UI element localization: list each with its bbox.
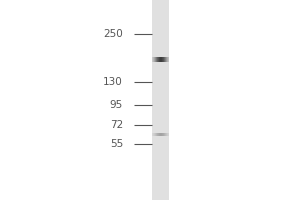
Bar [166,133,167,136]
Bar [162,57,163,62]
Bar [158,133,159,136]
Bar [156,57,157,62]
Bar [164,133,165,136]
Bar [162,133,163,136]
Bar [168,133,169,136]
Bar [152,57,153,62]
Bar [167,133,168,136]
Bar [152,0,169,200]
Bar [164,57,165,62]
Bar [160,57,161,62]
Bar [157,133,158,136]
Bar [167,57,168,62]
Text: 130: 130 [103,77,123,87]
Bar [156,133,157,136]
Bar [165,133,166,136]
Text: 95: 95 [110,100,123,110]
Bar [159,133,160,136]
Bar [161,133,162,136]
Bar [168,57,169,62]
Bar [160,133,161,136]
Bar [161,57,162,62]
Bar [163,57,164,62]
Bar [153,133,154,136]
Bar [158,57,159,62]
Bar [154,133,155,136]
Bar [155,133,156,136]
Bar [166,57,167,62]
Bar [157,57,158,62]
Bar [165,57,166,62]
Bar [159,57,160,62]
Text: 55: 55 [110,139,123,149]
Bar [152,133,153,136]
Bar [155,57,156,62]
Text: 250: 250 [103,29,123,39]
Text: 72: 72 [110,120,123,130]
Bar [154,57,155,62]
Bar [153,57,154,62]
Bar [163,133,164,136]
